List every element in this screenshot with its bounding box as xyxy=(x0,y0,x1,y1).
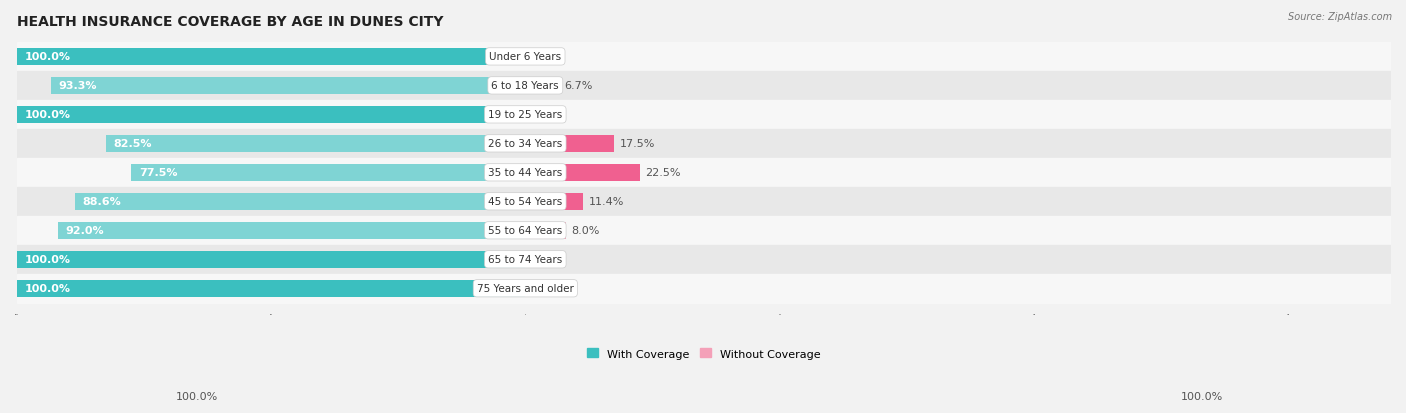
Text: 17.5%: 17.5% xyxy=(620,139,655,149)
Text: 0.0%: 0.0% xyxy=(536,255,564,265)
Text: 100.0%: 100.0% xyxy=(24,284,70,294)
Text: 77.5%: 77.5% xyxy=(139,168,177,178)
Bar xyxy=(105,135,526,153)
Bar xyxy=(17,251,526,268)
Bar xyxy=(58,222,526,240)
Bar xyxy=(51,78,526,95)
Bar xyxy=(526,222,567,240)
Text: 100.0%: 100.0% xyxy=(24,110,70,120)
Bar xyxy=(75,193,526,211)
Text: 65 to 74 Years: 65 to 74 Years xyxy=(488,255,562,265)
Text: 100.0%: 100.0% xyxy=(24,255,70,265)
Text: 93.3%: 93.3% xyxy=(59,81,97,91)
Bar xyxy=(526,78,560,95)
Bar xyxy=(526,193,583,211)
Text: 8.0%: 8.0% xyxy=(571,226,599,236)
Bar xyxy=(17,159,1391,188)
Bar xyxy=(17,245,1391,274)
Bar xyxy=(131,164,526,182)
Bar xyxy=(17,280,526,297)
Text: 6 to 18 Years: 6 to 18 Years xyxy=(492,81,560,91)
Text: 55 to 64 Years: 55 to 64 Years xyxy=(488,226,562,236)
Text: 0.0%: 0.0% xyxy=(536,110,564,120)
Text: 11.4%: 11.4% xyxy=(588,197,624,207)
Text: Under 6 Years: Under 6 Years xyxy=(489,52,561,62)
Text: 19 to 25 Years: 19 to 25 Years xyxy=(488,110,562,120)
Text: 75 Years and older: 75 Years and older xyxy=(477,284,574,294)
Bar xyxy=(17,43,1391,72)
Bar xyxy=(17,274,1391,303)
Text: 100.0%: 100.0% xyxy=(24,52,70,62)
Text: 26 to 34 Years: 26 to 34 Years xyxy=(488,139,562,149)
Text: Source: ZipAtlas.com: Source: ZipAtlas.com xyxy=(1288,12,1392,22)
Text: 0.0%: 0.0% xyxy=(536,284,564,294)
Text: 82.5%: 82.5% xyxy=(114,139,152,149)
Text: 100.0%: 100.0% xyxy=(1181,392,1223,401)
Bar xyxy=(17,130,1391,159)
Text: 6.7%: 6.7% xyxy=(564,81,593,91)
Text: 22.5%: 22.5% xyxy=(645,168,681,178)
Bar xyxy=(17,188,1391,216)
Text: 100.0%: 100.0% xyxy=(176,392,218,401)
Bar xyxy=(17,107,526,124)
Text: 88.6%: 88.6% xyxy=(83,197,121,207)
Bar xyxy=(17,216,1391,245)
Bar xyxy=(17,72,1391,101)
Text: 92.0%: 92.0% xyxy=(65,226,104,236)
Text: HEALTH INSURANCE COVERAGE BY AGE IN DUNES CITY: HEALTH INSURANCE COVERAGE BY AGE IN DUNE… xyxy=(17,15,443,29)
Bar xyxy=(526,135,614,153)
Bar xyxy=(526,164,640,182)
Text: 35 to 44 Years: 35 to 44 Years xyxy=(488,168,562,178)
Text: 0.0%: 0.0% xyxy=(536,52,564,62)
Text: 45 to 54 Years: 45 to 54 Years xyxy=(488,197,562,207)
Bar xyxy=(17,49,526,66)
Legend: With Coverage, Without Coverage: With Coverage, Without Coverage xyxy=(582,344,825,363)
Bar xyxy=(17,101,1391,130)
